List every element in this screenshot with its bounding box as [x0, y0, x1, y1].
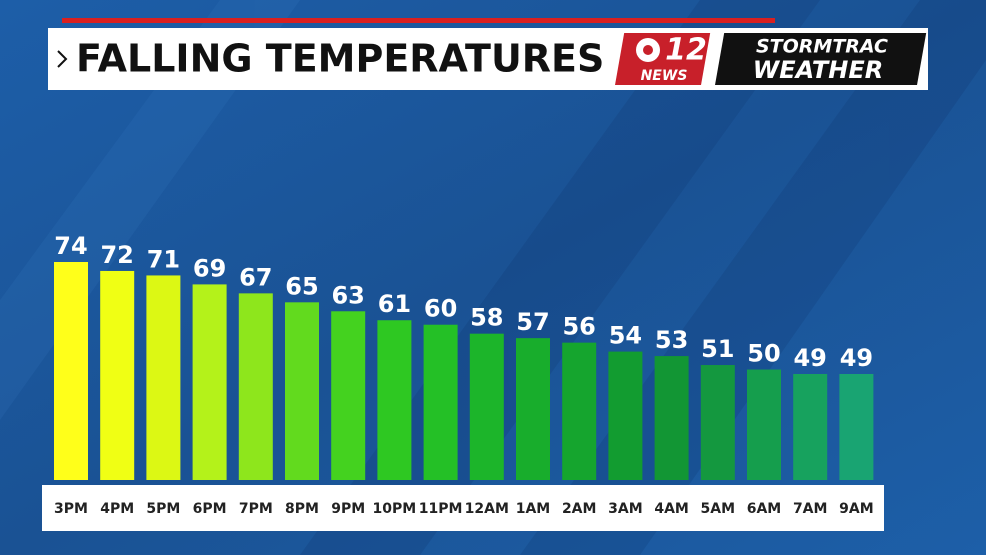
label-strip	[42, 485, 884, 531]
value-label: 50	[747, 340, 780, 368]
value-label: 69	[193, 254, 226, 282]
value-label: 72	[100, 241, 133, 269]
value-label: 58	[470, 304, 503, 332]
x-tick-label: 3PM	[54, 501, 88, 517]
bar	[54, 262, 88, 480]
bar	[793, 374, 828, 480]
x-tick-label: 12AM	[465, 501, 509, 517]
brand-badge	[715, 33, 927, 85]
value-label: 54	[609, 322, 642, 350]
x-tick-label: 5AM	[701, 501, 736, 517]
bar	[192, 284, 227, 480]
accent-line	[62, 18, 775, 23]
x-tick-label: 7PM	[239, 501, 273, 517]
x-tick-label: 5PM	[146, 501, 180, 517]
x-tick-label: 6PM	[193, 501, 227, 517]
logo-network: NEWS	[641, 68, 688, 84]
x-tick-label: 6AM	[747, 501, 782, 517]
bar	[377, 320, 412, 480]
x-tick-label: 3AM	[608, 501, 643, 517]
x-tick-label: 9PM	[331, 501, 365, 517]
value-label: 71	[147, 245, 180, 273]
value-label: 61	[378, 290, 411, 318]
value-label: 49	[840, 344, 873, 372]
x-tick-label: 9AM	[839, 501, 874, 517]
value-label: 63	[331, 281, 364, 309]
bar	[562, 342, 597, 480]
bar	[654, 356, 689, 480]
value-label: 57	[516, 308, 549, 336]
value-label: 56	[562, 313, 595, 341]
bar	[516, 338, 550, 480]
bar	[285, 302, 319, 480]
x-tick-label: 1AM	[516, 501, 551, 517]
logo-channel: 12	[665, 33, 707, 68]
value-label: 60	[424, 295, 457, 323]
bar	[700, 365, 735, 480]
x-tick-label: 10PM	[373, 501, 417, 517]
bar	[100, 270, 135, 480]
x-tick-label: 7AM	[793, 501, 828, 517]
x-tick-label: 4AM	[654, 501, 689, 517]
x-tick-label: 2AM	[562, 501, 597, 517]
value-label: 67	[239, 263, 272, 291]
value-label: 65	[285, 272, 318, 300]
eye-pupil	[643, 45, 653, 55]
bar	[469, 333, 504, 480]
bar	[238, 293, 273, 480]
chevron	[57, 50, 68, 68]
value-label: 49	[793, 344, 826, 372]
bar	[331, 311, 366, 480]
chart-title: FALLING TEMPERATURES	[76, 37, 604, 81]
value-label: 51	[701, 335, 734, 363]
bar	[839, 374, 874, 480]
x-tick-label: 8PM	[285, 501, 319, 517]
bar	[423, 324, 458, 480]
bar	[146, 275, 181, 480]
brand: STORMTRAC	[756, 36, 888, 58]
product: WEATHER	[753, 56, 883, 84]
value-label: 74	[54, 232, 87, 260]
value-label: 53	[655, 326, 688, 354]
bar	[608, 351, 643, 480]
bar	[747, 369, 781, 480]
x-tick-label: 4PM	[100, 501, 134, 517]
x-tick-label: 11PM	[419, 501, 463, 517]
logo: 12 NEWS STORMTRAC WEATHER	[615, 33, 927, 85]
